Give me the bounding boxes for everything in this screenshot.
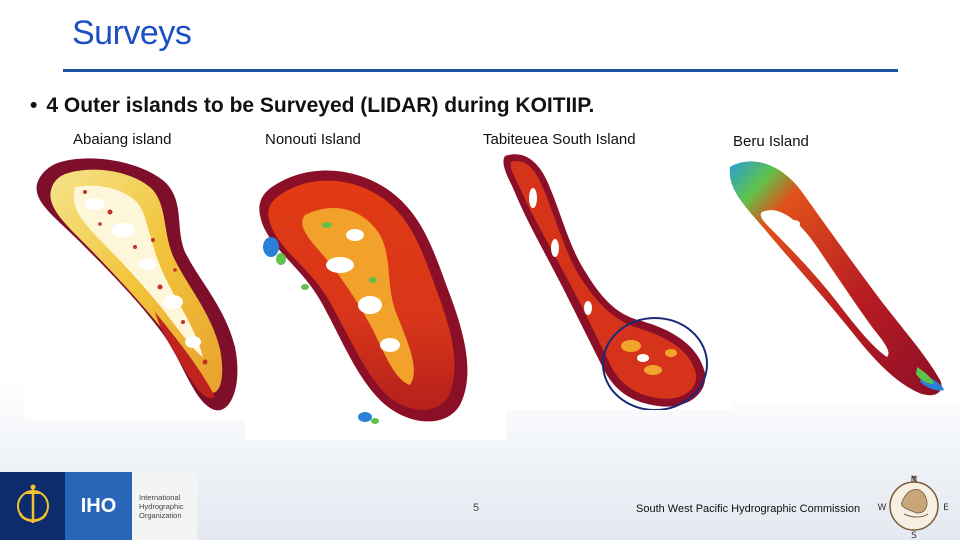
footer-organization: South West Pacific Hydrographic Commissi… xyxy=(636,503,861,515)
compass-n: N xyxy=(911,475,918,485)
lidar-map-tabiteuea xyxy=(503,154,708,410)
lidar-map-beru xyxy=(729,161,944,396)
iho-name-line: International xyxy=(139,492,181,502)
bullet-text: • 4 Outer islands to be Surveyed (LIDAR) … xyxy=(30,94,594,118)
iho-name-line: Organization xyxy=(139,510,182,520)
bullet-marker: • xyxy=(30,94,38,117)
compass-w: W xyxy=(878,503,887,513)
lidar-map-nonouti xyxy=(259,170,468,424)
lidar-map-abaiang xyxy=(36,158,238,411)
iho-logo: IHO International Hydrographic Organizat… xyxy=(0,472,197,540)
anchor-emblem-icon xyxy=(0,472,65,540)
map-abaiang xyxy=(25,152,247,420)
bullet-label: 4 Outer islands to be Surveyed (LIDAR) d… xyxy=(46,94,595,117)
compass-rose-icon: N E S W xyxy=(874,472,954,541)
title-underline xyxy=(63,69,898,72)
map-tabiteuea-south xyxy=(493,148,733,410)
caption-abaiang: Abaiang island xyxy=(73,131,172,148)
page-number: 5 xyxy=(473,502,480,514)
caption-tabiteuea-south: Tabiteuea South Island xyxy=(483,131,636,148)
map-nonouti xyxy=(245,155,506,440)
slide-title: Surveys xyxy=(72,14,192,52)
iho-acronym: IHO xyxy=(65,472,132,540)
caption-nonouti: Nonouti Island xyxy=(265,131,361,148)
caption-beru: Beru Island xyxy=(733,133,809,150)
iho-name-line: Hydrographic xyxy=(139,501,184,511)
compass-s: S xyxy=(911,531,917,540)
compass-e: E xyxy=(943,503,949,513)
highlight-circle xyxy=(602,317,708,410)
map-beru xyxy=(722,152,960,402)
iho-full-name: International Hydrographic Organization xyxy=(132,472,197,540)
